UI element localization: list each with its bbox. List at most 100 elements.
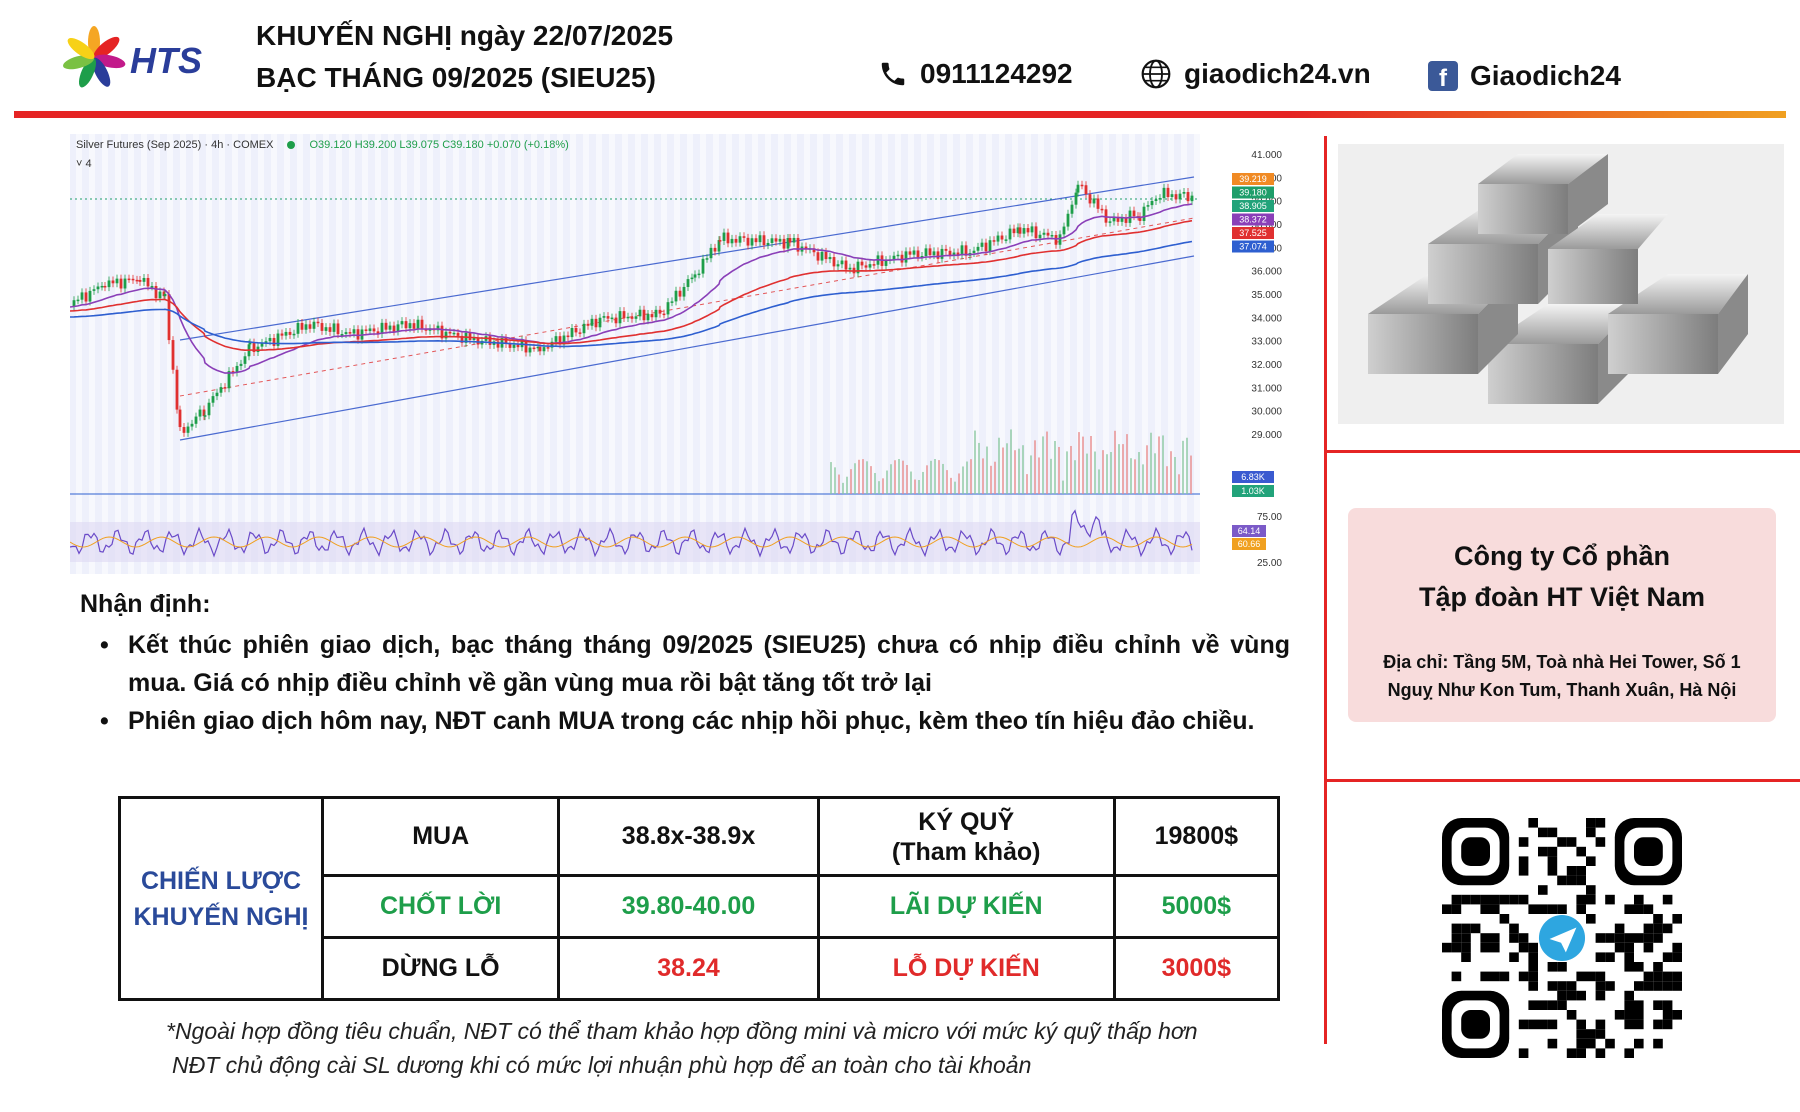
candle-body [598,317,602,328]
candle-body [722,232,726,241]
cell-stop-loss: DỪNG LỖ [320,936,561,1001]
price-tag [1232,186,1274,199]
candle-body [1158,198,1162,200]
session-stripe [284,134,290,574]
qr-module [1643,933,1654,943]
volume-bar [1046,431,1048,494]
session-stripe [362,134,368,574]
candle-body [782,238,786,249]
session-stripe [999,134,1005,574]
volume-bar [854,463,856,494]
session-stripe [882,134,888,574]
session-stripe [921,134,927,574]
qr-module [1461,933,1471,943]
qr-module [1480,942,1490,953]
candle-body [408,323,412,329]
price-tag-label: 38.905 [1239,201,1267,211]
candle-body [516,344,520,348]
volume-bar [1058,446,1060,494]
volume-bar [838,474,840,494]
candle-body [812,248,816,253]
analysis-bullet: Kết thúc phiên giao dịch, bạc tháng thán… [100,626,1290,702]
volume-bar [986,446,988,494]
price-tick-label: 41.000 [1251,150,1282,161]
qr-module [1586,894,1596,905]
candle-body [960,245,964,256]
candle-body [1154,199,1158,201]
volume-bar [1130,458,1132,494]
qr-module [1643,971,1654,982]
qr-module [1595,1029,1606,1039]
price-tick-label: 32.000 [1251,360,1282,371]
candle-body [472,337,476,341]
qr-module [1451,904,1462,914]
contact-facebook[interactable]: f Giaodich24 [1428,60,1621,92]
volume-bar [870,466,872,494]
volume-bar [874,473,876,494]
indicator-count[interactable]: ˅ 4 [76,158,92,170]
qr-module [1566,1048,1577,1058]
candle-body [316,321,320,324]
session-stripe [973,134,979,574]
qr-module [1490,942,1500,953]
candle-body [1034,226,1038,239]
qr-module [1634,904,1644,914]
candle-body [992,240,996,242]
cell-expected-loss-value: 3000$ [1112,936,1281,1001]
candle-body [260,342,264,347]
candle-body [828,257,832,260]
qr-module [1480,904,1490,914]
contact-website[interactable]: giaodich24.vn [1140,58,1371,90]
candle-body [123,278,127,289]
session-stripe [869,134,875,574]
facebook-link: Giaodich24 [1470,60,1621,91]
qr-module [1605,1038,1615,1049]
qr-code-image[interactable] [1442,818,1682,1058]
company-name-line1: Công ty Cổ phần [1454,541,1670,571]
qr-module [1614,942,1625,953]
session-stripe [635,134,641,574]
contact-phone[interactable]: 0911124292 [878,58,1073,90]
ma-blue [70,240,1193,348]
candle-body [1084,185,1088,195]
qr-module [1480,933,1490,943]
candle-body [602,316,606,318]
volume-bar [1066,451,1068,494]
volume-bar [842,482,844,494]
candle-body [276,333,280,346]
qr-finder [1634,837,1663,866]
qr-module [1586,885,1596,895]
qr-module [1499,914,1510,924]
price-tag [1232,200,1274,212]
candle-body [348,332,352,334]
qr-module [1576,1048,1586,1058]
candle-body [167,294,171,341]
section-divider [1324,779,1800,782]
candle-body [654,309,658,318]
candle-body [76,299,80,302]
column-divider [1324,136,1327,1044]
volume-bar [1098,469,1100,494]
candle-body [762,235,766,246]
volume-bar [1082,436,1084,494]
session-stripe [115,134,121,574]
candle-body [1138,216,1142,221]
candle-body [670,301,674,303]
qr-module [1518,866,1529,876]
candle-body [658,309,662,314]
session-stripe [804,134,810,574]
volume-bar [1138,452,1140,494]
volume-bar [1150,432,1152,494]
candle-body [1088,194,1092,204]
candle-body [92,289,96,291]
volume-bar [1186,437,1188,494]
qr-module [1614,933,1625,943]
strategy-label-line2: KHUYẾN NGHỊ [133,902,309,931]
candle-body [758,235,762,243]
candle-body [701,258,705,274]
volume-bar [1170,451,1172,494]
volume-bar [1142,464,1144,494]
qr-module [1557,904,1567,914]
qr-module [1557,875,1567,886]
qr-module [1451,894,1462,905]
